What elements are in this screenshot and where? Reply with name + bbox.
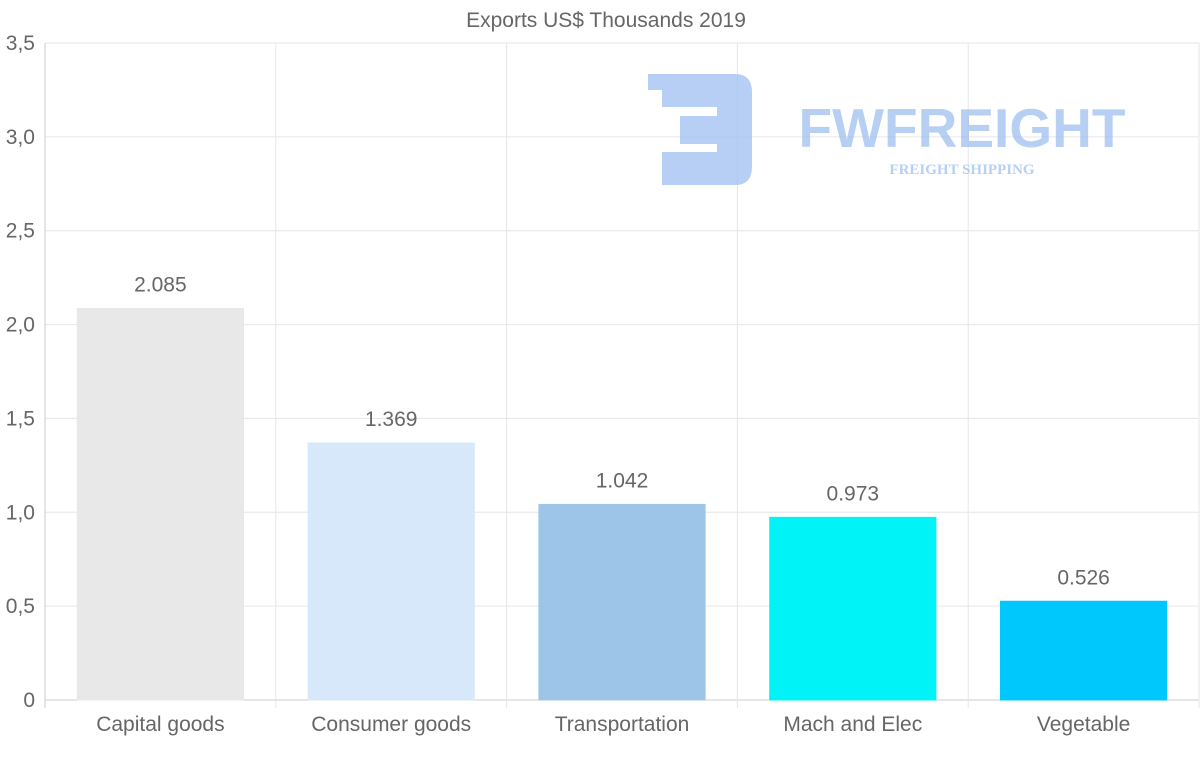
x-tick-label: Vegetable — [1037, 713, 1130, 736]
bar-value-label: 1.369 — [365, 408, 418, 431]
watermark-tagline: FREIGHT SHIPPING — [889, 162, 1034, 178]
bar-vegetable — [1000, 600, 1168, 701]
x-axis: Capital goods Consumer goods Transportatio… — [96, 713, 1130, 736]
x-tick-label: Capital goods — [96, 713, 224, 736]
logo-mark-icon — [648, 74, 752, 185]
bar-capital-goods — [76, 308, 244, 701]
y-tick-label: 1,0 — [6, 501, 35, 524]
bar-transportation — [538, 503, 706, 701]
bar-value-label: 0.973 — [827, 482, 880, 505]
value-labels: 2.085 1.369 1.042 0.973 0.526 — [134, 274, 1110, 590]
y-tick-label: 3,0 — [6, 126, 35, 149]
y-axis: 0 0,5 1,0 1,5 2,0 2,5 3,0 3,5 — [6, 32, 35, 712]
watermark-logo: FWFREIGHT FREIGHT SHIPPING — [648, 74, 1125, 185]
x-tick-label: Mach and Elec — [783, 713, 922, 736]
chart-title: Exports US$ Thousands 2019 — [466, 9, 746, 32]
y-tick-label: 1,5 — [6, 407, 35, 430]
bar-value-label: 1.042 — [596, 469, 649, 492]
y-tick-label: 0,5 — [6, 595, 35, 618]
bar-value-label: 0.526 — [1057, 566, 1110, 589]
bar-mach-and-elec — [769, 516, 937, 701]
y-tick-label: 3,5 — [6, 32, 35, 55]
x-tick-label: Consumer goods — [311, 713, 471, 736]
y-tick-label: 2,5 — [6, 220, 35, 243]
x-tick-label: Transportation — [555, 713, 690, 736]
bars — [76, 308, 1168, 701]
y-tick-label: 2,0 — [6, 314, 35, 337]
y-tick-label: 0 — [23, 689, 35, 712]
watermark-brand: FWFREIGHT — [799, 97, 1126, 159]
bar-consumer-goods — [307, 442, 475, 701]
bar-value-label: 2.085 — [134, 274, 187, 297]
